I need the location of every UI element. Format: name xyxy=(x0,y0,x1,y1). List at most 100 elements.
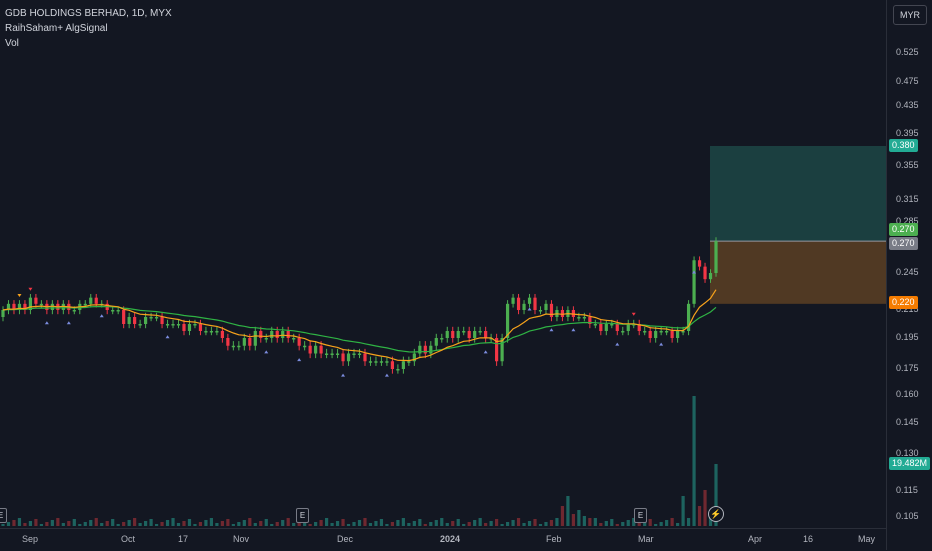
time-tick-label: Sep xyxy=(22,534,39,544)
candle-body xyxy=(220,331,224,338)
volume-bar xyxy=(654,524,658,526)
candle-body xyxy=(708,273,713,280)
volume-bar xyxy=(560,506,565,526)
volume-bar xyxy=(582,516,586,526)
candle-body xyxy=(495,338,499,362)
candle-body xyxy=(516,297,521,310)
earnings-marker[interactable]: E xyxy=(296,508,309,523)
candle-body xyxy=(314,345,318,354)
volume-bar xyxy=(643,521,647,526)
candle-body xyxy=(193,324,197,326)
candle-body xyxy=(577,317,581,319)
volume-bar xyxy=(659,522,663,526)
volume-bar xyxy=(462,524,466,526)
entry-price-tag: 0.270 xyxy=(889,223,918,236)
volume-bar xyxy=(248,518,252,526)
volume-bar xyxy=(138,523,142,526)
volume-bar xyxy=(171,518,175,526)
sell-signal-marker xyxy=(631,312,636,316)
candle-body xyxy=(434,338,438,346)
volume-bar xyxy=(226,519,230,526)
price-axis[interactable]: MYR 0.525 0.475 0.435 0.395 0.355 0.315 0.285 0… xyxy=(886,0,932,550)
symbol-title[interactable]: GDB HOLDINGS BERHAD, 1D, MYX xyxy=(5,8,172,19)
price-chart[interactable] xyxy=(0,0,886,528)
earnings-marker[interactable]: E xyxy=(0,508,7,523)
candle-body xyxy=(643,331,647,333)
candle-body xyxy=(346,353,351,362)
candle-body xyxy=(259,331,263,338)
chart-pane[interactable]: GDB HOLDINGS BERHAD, 1D, MYX RaihSaham+ … xyxy=(0,0,886,528)
candle-body xyxy=(637,324,641,331)
volume-bar xyxy=(500,524,504,526)
candle-body xyxy=(390,361,395,369)
candle-body xyxy=(39,303,43,306)
candle-body xyxy=(50,303,54,310)
candle-body xyxy=(560,310,565,317)
volume-bar xyxy=(242,520,246,526)
price-tick-label: 0.435 xyxy=(896,100,919,110)
volume-bar xyxy=(571,514,575,526)
candle-body xyxy=(621,331,625,333)
volume-bar xyxy=(610,519,614,526)
volume-bar xyxy=(456,519,460,526)
buy-signal-marker xyxy=(297,358,302,362)
price-tick-label: 0.285 xyxy=(896,216,919,226)
candle-body xyxy=(412,353,416,362)
volume-bar xyxy=(67,521,71,526)
price-tick-label: 0.245 xyxy=(896,267,919,277)
candle-body xyxy=(72,310,76,312)
volume-bar xyxy=(604,521,608,526)
candle-body xyxy=(379,361,384,363)
volume-bar xyxy=(17,518,22,526)
candle-body xyxy=(396,369,400,371)
candle-body xyxy=(522,303,526,310)
candle-body xyxy=(615,324,619,331)
volume-bar xyxy=(566,496,570,526)
candle-body xyxy=(484,331,488,338)
candle-body xyxy=(28,297,33,310)
time-tick-label: May xyxy=(858,534,876,544)
candle-body xyxy=(703,266,707,280)
price-tick-label: 0.115 xyxy=(896,485,918,495)
volume-bar xyxy=(270,524,274,526)
candle-body xyxy=(418,345,422,354)
candle-body xyxy=(149,317,153,319)
candle-body xyxy=(648,331,652,338)
volume-bar xyxy=(451,521,455,526)
volume-bar xyxy=(165,520,170,526)
candle-body xyxy=(275,331,279,338)
volume-bar xyxy=(352,522,356,526)
volume-bar xyxy=(12,520,16,526)
candle-body xyxy=(176,324,181,326)
volume-bar xyxy=(144,521,148,526)
candle-body xyxy=(538,310,543,312)
candle-body xyxy=(363,353,367,362)
volume-bar xyxy=(522,523,526,526)
candle-body xyxy=(319,345,323,354)
currency-button[interactable]: MYR xyxy=(893,5,927,25)
buy-signal-marker xyxy=(483,350,488,354)
volume-legend[interactable]: Vol xyxy=(5,38,19,49)
candle-body xyxy=(226,338,230,346)
time-tick-label: Nov xyxy=(233,534,250,544)
volume-bar xyxy=(538,524,543,526)
candle-body xyxy=(511,297,515,304)
earnings-marker[interactable]: E xyxy=(634,508,647,523)
indicator-legend[interactable]: RaihSaham+ AlgSignal xyxy=(5,23,108,34)
volume-bar xyxy=(390,522,395,526)
volume-bar xyxy=(215,523,219,526)
buy-signal-marker xyxy=(384,373,389,377)
candle-body xyxy=(270,331,274,338)
volume-bar xyxy=(681,496,685,526)
volume-bar xyxy=(533,519,537,526)
volume-bar xyxy=(149,519,153,526)
volume-bar xyxy=(89,520,93,526)
lightning-icon[interactable]: ⚡ xyxy=(708,506,724,522)
candle-body xyxy=(604,324,608,331)
time-axis[interactable]: Sep Oct 17 Nov Dec 2024 Feb Mar Apr 16 May xyxy=(0,528,886,551)
volume-bar xyxy=(330,523,334,526)
volume-bar xyxy=(549,520,554,526)
candle-body xyxy=(697,260,702,267)
buy-signal-marker xyxy=(341,373,346,377)
volume-bar xyxy=(637,523,641,526)
